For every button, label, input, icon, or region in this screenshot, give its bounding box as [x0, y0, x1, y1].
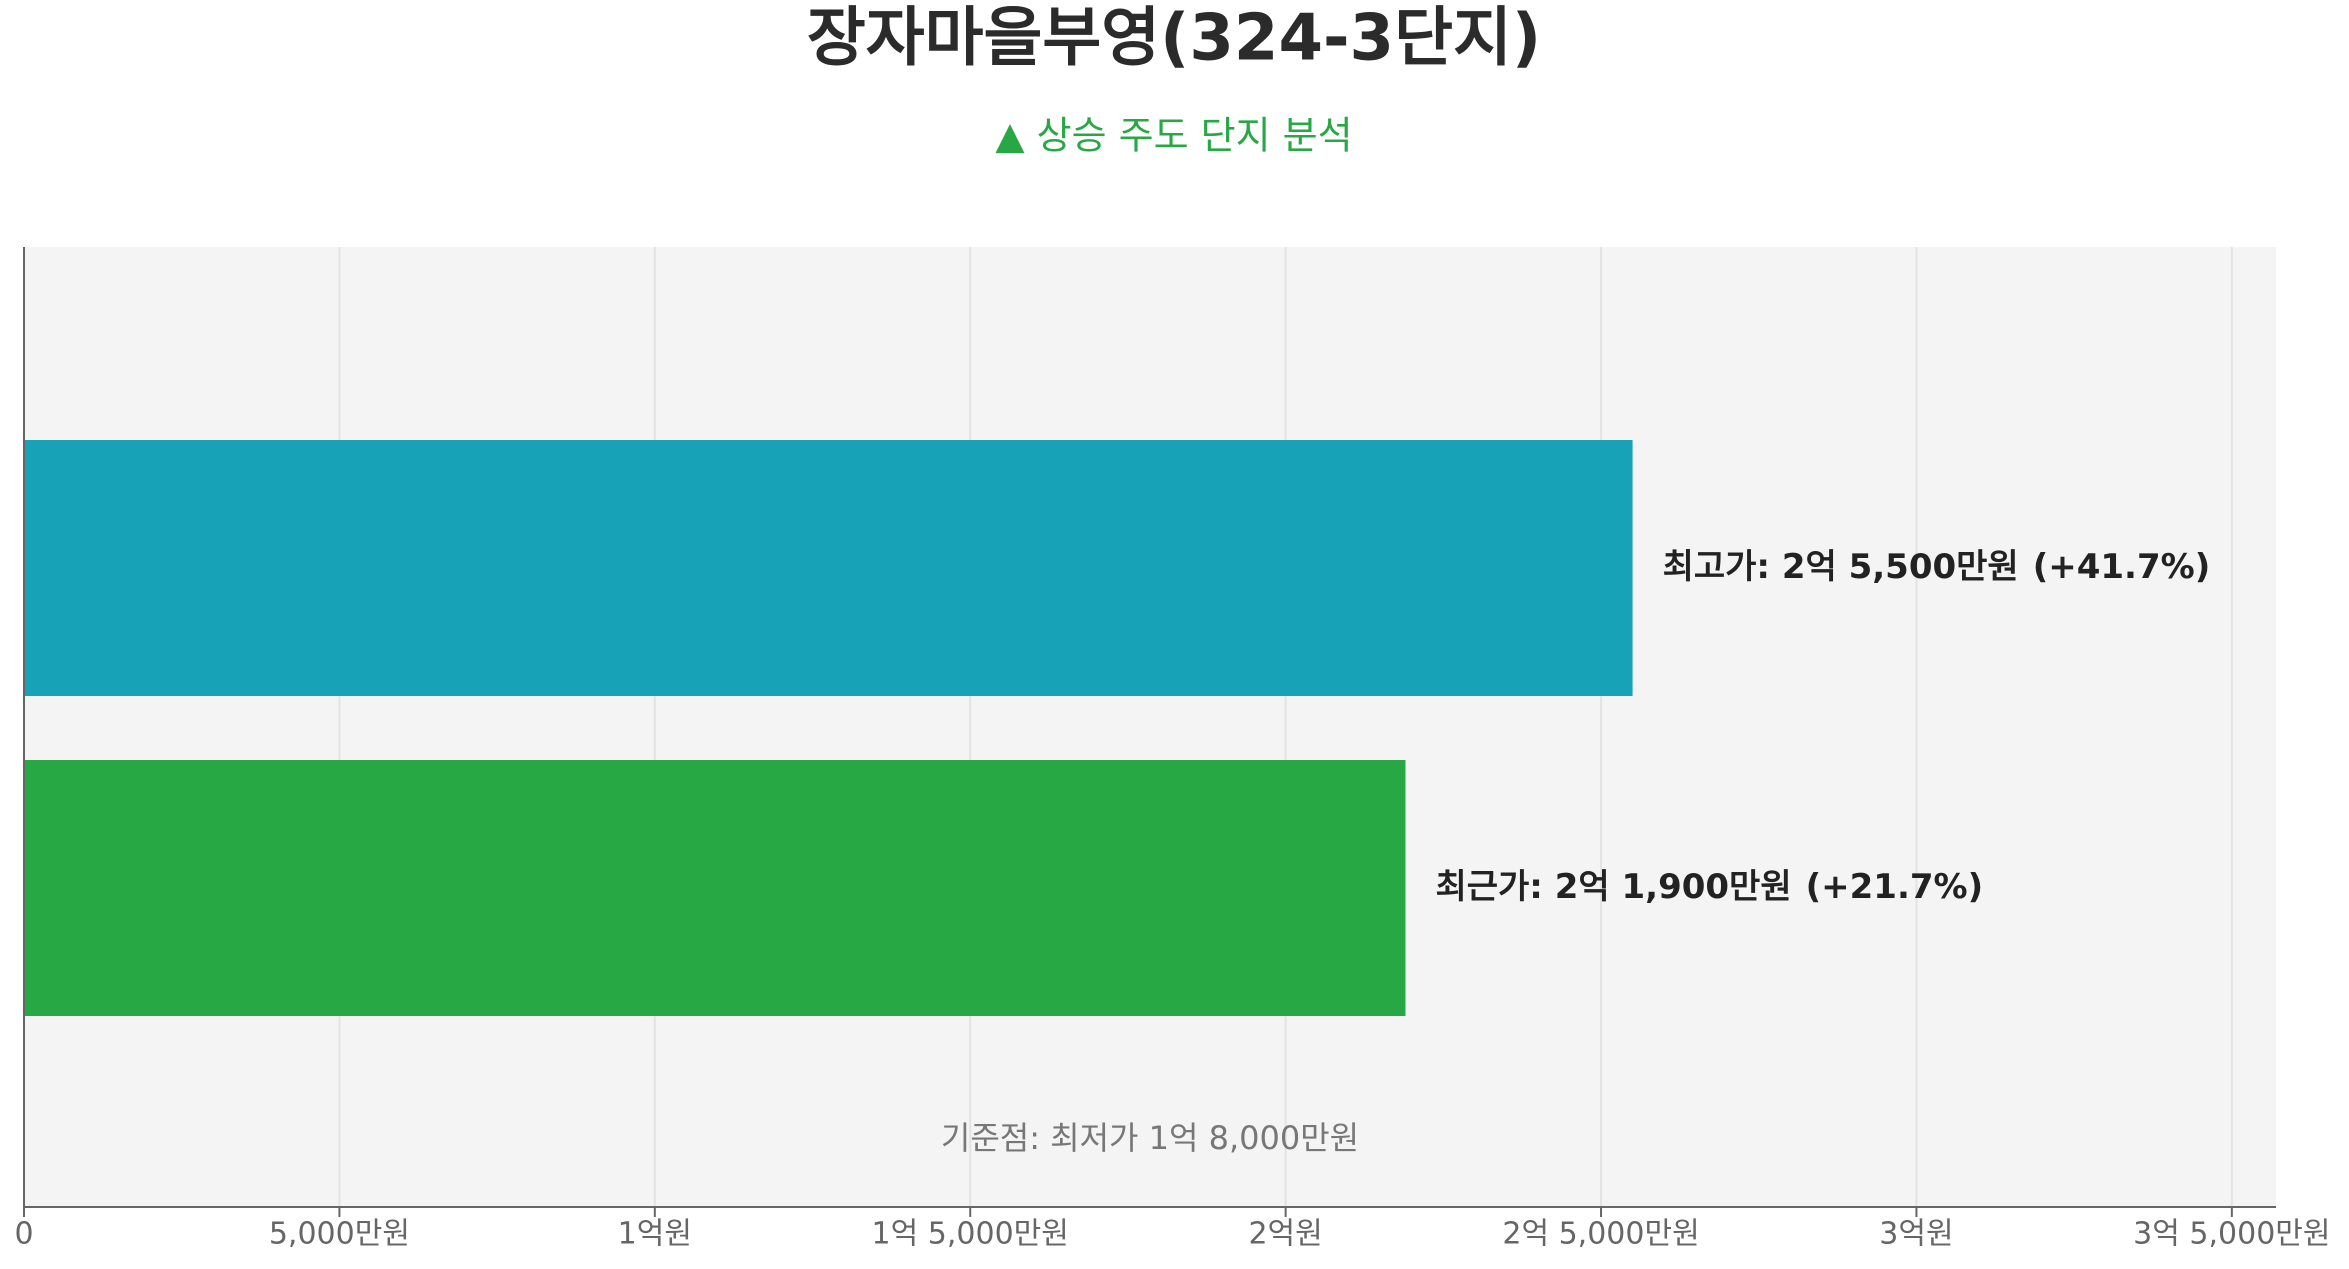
change-label: (+21.7%) — [1806, 867, 1984, 907]
x-tick-label: 1억 5,000만원 — [872, 1217, 1069, 1252]
marks: 최고가: 2억 5,500만원 (+41.7%) 최근가: 2억 1,900만원 (+… — [24, 440, 2210, 1016]
x-tick-label: 3억원 — [1879, 1217, 1953, 1252]
x-tick-label: 2억원 — [1248, 1217, 1322, 1252]
x-tick-label: 3억 5,000만원 — [2133, 1217, 2330, 1252]
change-label: (+41.7%) — [2033, 547, 2211, 587]
value-label: 최고가: 2억 5,500만원 (+41.7%) — [1663, 547, 2211, 587]
chart-title: 장자마을부영(324-3단지) — [807, 2, 1541, 76]
value-text: 최고가: 2억 5,500만원 — [1663, 547, 2019, 587]
baseline-note: 기준점: 최저가 1억 8,000만원 — [941, 1119, 1359, 1157]
bar — [24, 440, 1633, 696]
chart-subtitle: ▲ 상승 주도 단지 분석 — [995, 114, 1352, 158]
x-tick-label: 5,000만원 — [269, 1217, 410, 1252]
value-text: 최근가: 2억 1,900만원 — [1435, 867, 1791, 907]
grid: 0 5,000만원 1억원 1억 5,000만원 2억원 2억 5,000만원 3억원 3억 … — [14, 247, 2330, 1252]
x-tick-label: 0 — [14, 1217, 33, 1252]
plot-area — [24, 247, 2276, 1207]
value-label: 최근가: 2억 1,900만원 (+21.7%) — [1435, 867, 1983, 907]
bar — [24, 760, 1406, 1016]
x-tick-label: 2억 5,000만원 — [1502, 1217, 1699, 1252]
x-tick-label: 1억원 — [618, 1217, 692, 1252]
